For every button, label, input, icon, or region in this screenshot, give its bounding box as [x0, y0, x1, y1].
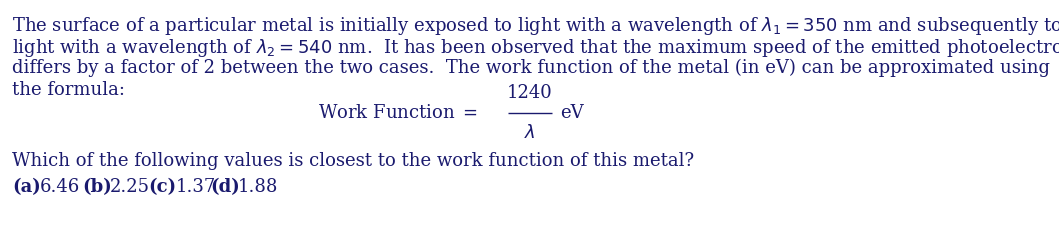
Text: eV: eV [560, 104, 584, 122]
Text: Which of the following values is closest to the work function of this metal?: Which of the following values is closest… [12, 152, 694, 170]
Text: 1240: 1240 [507, 84, 553, 102]
Text: $\lambda$: $\lambda$ [524, 124, 536, 142]
Text: 6.46: 6.46 [40, 178, 80, 196]
Text: (d): (d) [210, 178, 239, 196]
Text: 1.88: 1.88 [238, 178, 279, 196]
Text: (b): (b) [82, 178, 112, 196]
Text: Work Function $=$: Work Function $=$ [318, 104, 478, 122]
Text: 1.37: 1.37 [176, 178, 216, 196]
Text: (c): (c) [148, 178, 176, 196]
Text: differs by a factor of 2 between the two cases.  The work function of the metal : differs by a factor of 2 between the two… [12, 59, 1051, 77]
Text: light with a wavelength of $\lambda_2 = 540$ nm.  It has been observed that the : light with a wavelength of $\lambda_2 = … [12, 37, 1059, 59]
Text: (a): (a) [12, 178, 40, 196]
Text: 2.25: 2.25 [110, 178, 150, 196]
Text: The surface of a particular metal is initially exposed to light with a wavelengt: The surface of a particular metal is ini… [12, 15, 1059, 37]
Text: the formula:: the formula: [12, 81, 125, 99]
